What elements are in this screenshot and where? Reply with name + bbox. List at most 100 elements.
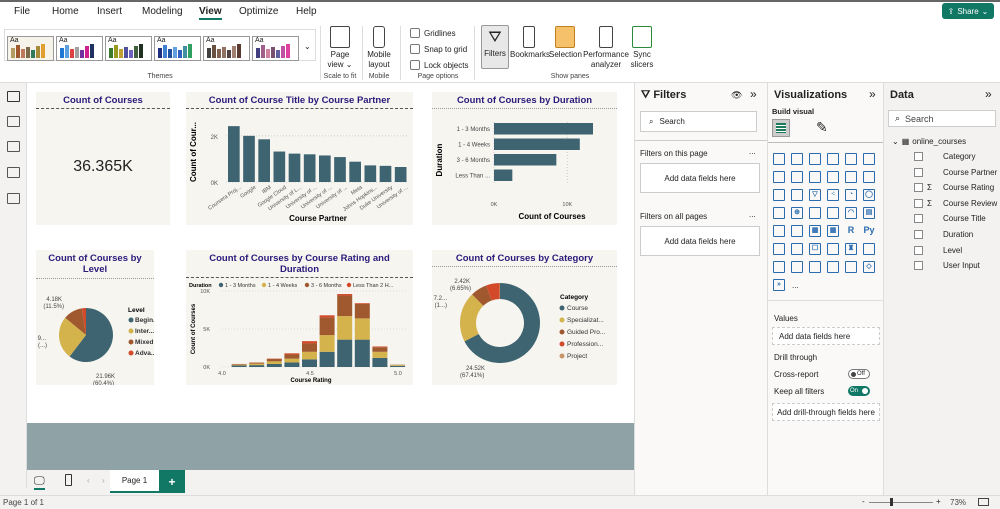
field-category[interactable]: Category: [914, 152, 975, 161]
funnel-visual-icon[interactable]: ▽: [809, 189, 821, 201]
clustered-column-visual-icon[interactable]: [827, 153, 839, 165]
gauge-visual-icon[interactable]: ◠: [845, 207, 857, 219]
all-pages-filter-drop-zone[interactable]: Add data fields here: [640, 226, 760, 256]
field-checkbox[interactable]: [914, 183, 923, 193]
theme-option[interactable]: Aa: [154, 36, 201, 61]
power-apps-visual-icon[interactable]: [773, 261, 785, 273]
tab-file[interactable]: File: [14, 6, 31, 17]
tab-help[interactable]: Help: [296, 6, 317, 17]
field-course-title[interactable]: Course Title: [914, 214, 986, 224]
smart-visual-icon[interactable]: [809, 261, 821, 273]
key-influencers-visual-icon[interactable]: [773, 243, 785, 255]
field-user-input[interactable]: User Input: [914, 261, 980, 271]
selection-pane-button[interactable]: Selection: [549, 26, 582, 60]
field-checkbox[interactable]: [914, 167, 923, 177]
100-column-visual-icon[interactable]: [863, 153, 875, 165]
zoom-slider[interactable]: [869, 502, 933, 503]
themes-expand-icon[interactable]: ⌄: [304, 42, 311, 51]
tab-modeling[interactable]: Modeling: [142, 6, 183, 17]
filled-map-visual-icon[interactable]: [809, 207, 821, 219]
treemap-visual-icon[interactable]: [773, 207, 785, 219]
eye-icon[interactable]: 👁: [731, 90, 743, 100]
stacked-column-visual-icon[interactable]: [791, 153, 803, 165]
table-visual-icon[interactable]: ▦: [809, 225, 821, 237]
more-options-icon[interactable]: ...: [749, 147, 756, 156]
paginated-visual-icon[interactable]: [863, 243, 875, 255]
collapse-filters-icon[interactable]: »: [750, 87, 757, 101]
report-view-icon[interactable]: [7, 91, 20, 102]
tab-optimize[interactable]: Optimize: [239, 6, 279, 17]
power-automate-visual-icon[interactable]: [791, 261, 803, 273]
qa-visual-icon[interactable]: ☐: [809, 243, 821, 255]
field-checkbox[interactable]: [914, 261, 923, 271]
page-filter-drop-zone[interactable]: Add data fields here: [640, 163, 760, 193]
tab-insert[interactable]: Insert: [97, 6, 123, 17]
lock-objects-checkbox[interactable]: Lock objects: [410, 60, 468, 70]
image-visual-icon[interactable]: [827, 261, 839, 273]
table-online-courses[interactable]: ⌄ ▦ online_courses: [892, 137, 967, 146]
drill-through-drop-zone[interactable]: Add drill-through fields here: [772, 403, 880, 421]
azure-map-visual-icon[interactable]: [827, 207, 839, 219]
mobile-layout-button[interactable]: Mobile layout: [364, 26, 394, 70]
cross-report-toggle[interactable]: Off: [848, 369, 870, 379]
field-checkbox[interactable]: [914, 198, 923, 208]
stacked-bar-visual-icon[interactable]: [773, 153, 785, 165]
donut-visual-icon[interactable]: ◯: [863, 189, 875, 201]
waterfall-visual-icon[interactable]: [791, 189, 803, 201]
line-visual-icon[interactable]: [773, 171, 785, 183]
zoom-out-button[interactable]: -: [862, 497, 865, 506]
100-bar-visual-icon[interactable]: [845, 153, 857, 165]
field-level[interactable]: Level: [914, 245, 962, 255]
field-duration[interactable]: Duration: [914, 230, 973, 239]
area-visual-icon[interactable]: [791, 171, 803, 183]
next-page-icon[interactable]: ›: [102, 476, 105, 485]
tab-home[interactable]: Home: [52, 6, 79, 17]
slicer-visual-icon[interactable]: [791, 225, 803, 237]
field-course-partner[interactable]: Course Partner: [914, 167, 997, 177]
dax-query-icon[interactable]: [7, 167, 20, 178]
prev-page-icon[interactable]: ‹: [87, 476, 90, 485]
clustered-bar-visual-icon[interactable]: [809, 153, 821, 165]
collapse-data-icon[interactable]: »: [985, 87, 992, 101]
fit-to-page-icon[interactable]: [978, 498, 989, 506]
field-checkbox[interactable]: [914, 152, 923, 161]
chevron-visual-icon[interactable]: »: [773, 279, 785, 291]
line-column-visual-icon[interactable]: [845, 171, 857, 183]
R-visual-icon[interactable]: R: [847, 225, 855, 235]
field-checkbox[interactable]: [914, 214, 923, 224]
zoom-slider-thumb[interactable]: [890, 498, 893, 506]
tmdl-view-icon[interactable]: [7, 193, 20, 204]
line-stacked-visual-icon[interactable]: [863, 171, 875, 183]
multi-card-visual-icon[interactable]: [773, 225, 785, 237]
performance-analyzer-button[interactable]: Performance analyzer: [583, 26, 629, 70]
values-drop-zone[interactable]: Add data fields here: [772, 327, 880, 345]
table-view-icon[interactable]: [7, 116, 20, 127]
theme-option[interactable]: Aa: [56, 36, 103, 61]
stacked-area-visual-icon[interactable]: [809, 171, 821, 183]
page-tab-page-1[interactable]: Page 1: [110, 470, 159, 493]
more-visuals-icon[interactable]: ...: [792, 281, 799, 290]
theme-option[interactable]: Aa: [203, 36, 250, 61]
page-view-button[interactable]: Page view ⌄: [324, 26, 356, 70]
format-visual-icon[interactable]: ✎: [816, 119, 828, 135]
kpi-card[interactable]: Count of Courses 36.365K: [36, 92, 170, 225]
category-donut-chart[interactable]: Count of Courses by Category 2.42K (6.65%…: [432, 250, 617, 385]
field-course-review[interactable]: Σ Course Review: [914, 198, 997, 208]
filters-pane-button[interactable]: ⛛ Filters: [481, 25, 509, 69]
tab-view[interactable]: View: [199, 6, 222, 20]
level-pie-chart[interactable]: Count of Courses by Level 4.18K (11.5%) 9.…: [36, 250, 154, 385]
ribbon-visual-icon[interactable]: [827, 171, 839, 183]
sync-slicers-button[interactable]: Sync slicers: [630, 26, 654, 70]
build-visual-tab[interactable]: [772, 119, 790, 137]
share-button[interactable]: ⇪ Share ⌄: [942, 3, 994, 19]
narrative-visual-icon[interactable]: [827, 243, 839, 255]
field-checkbox[interactable]: [914, 245, 923, 255]
theme-option[interactable]: Aa: [105, 36, 152, 61]
rating-stacked-chart[interactable]: Count of Courses by Course Rating and Du…: [186, 250, 413, 385]
partner-bar-chart[interactable]: Count of Course Title by Course Partner …: [186, 92, 413, 225]
collapse-viz-icon[interactable]: »: [869, 87, 876, 101]
add-page-button[interactable]: +: [159, 470, 185, 493]
snap-to-grid-checkbox[interactable]: Snap to grid: [410, 44, 467, 54]
pie-visual-icon[interactable]: ◔: [845, 189, 857, 201]
field-checkbox[interactable]: [914, 230, 923, 239]
